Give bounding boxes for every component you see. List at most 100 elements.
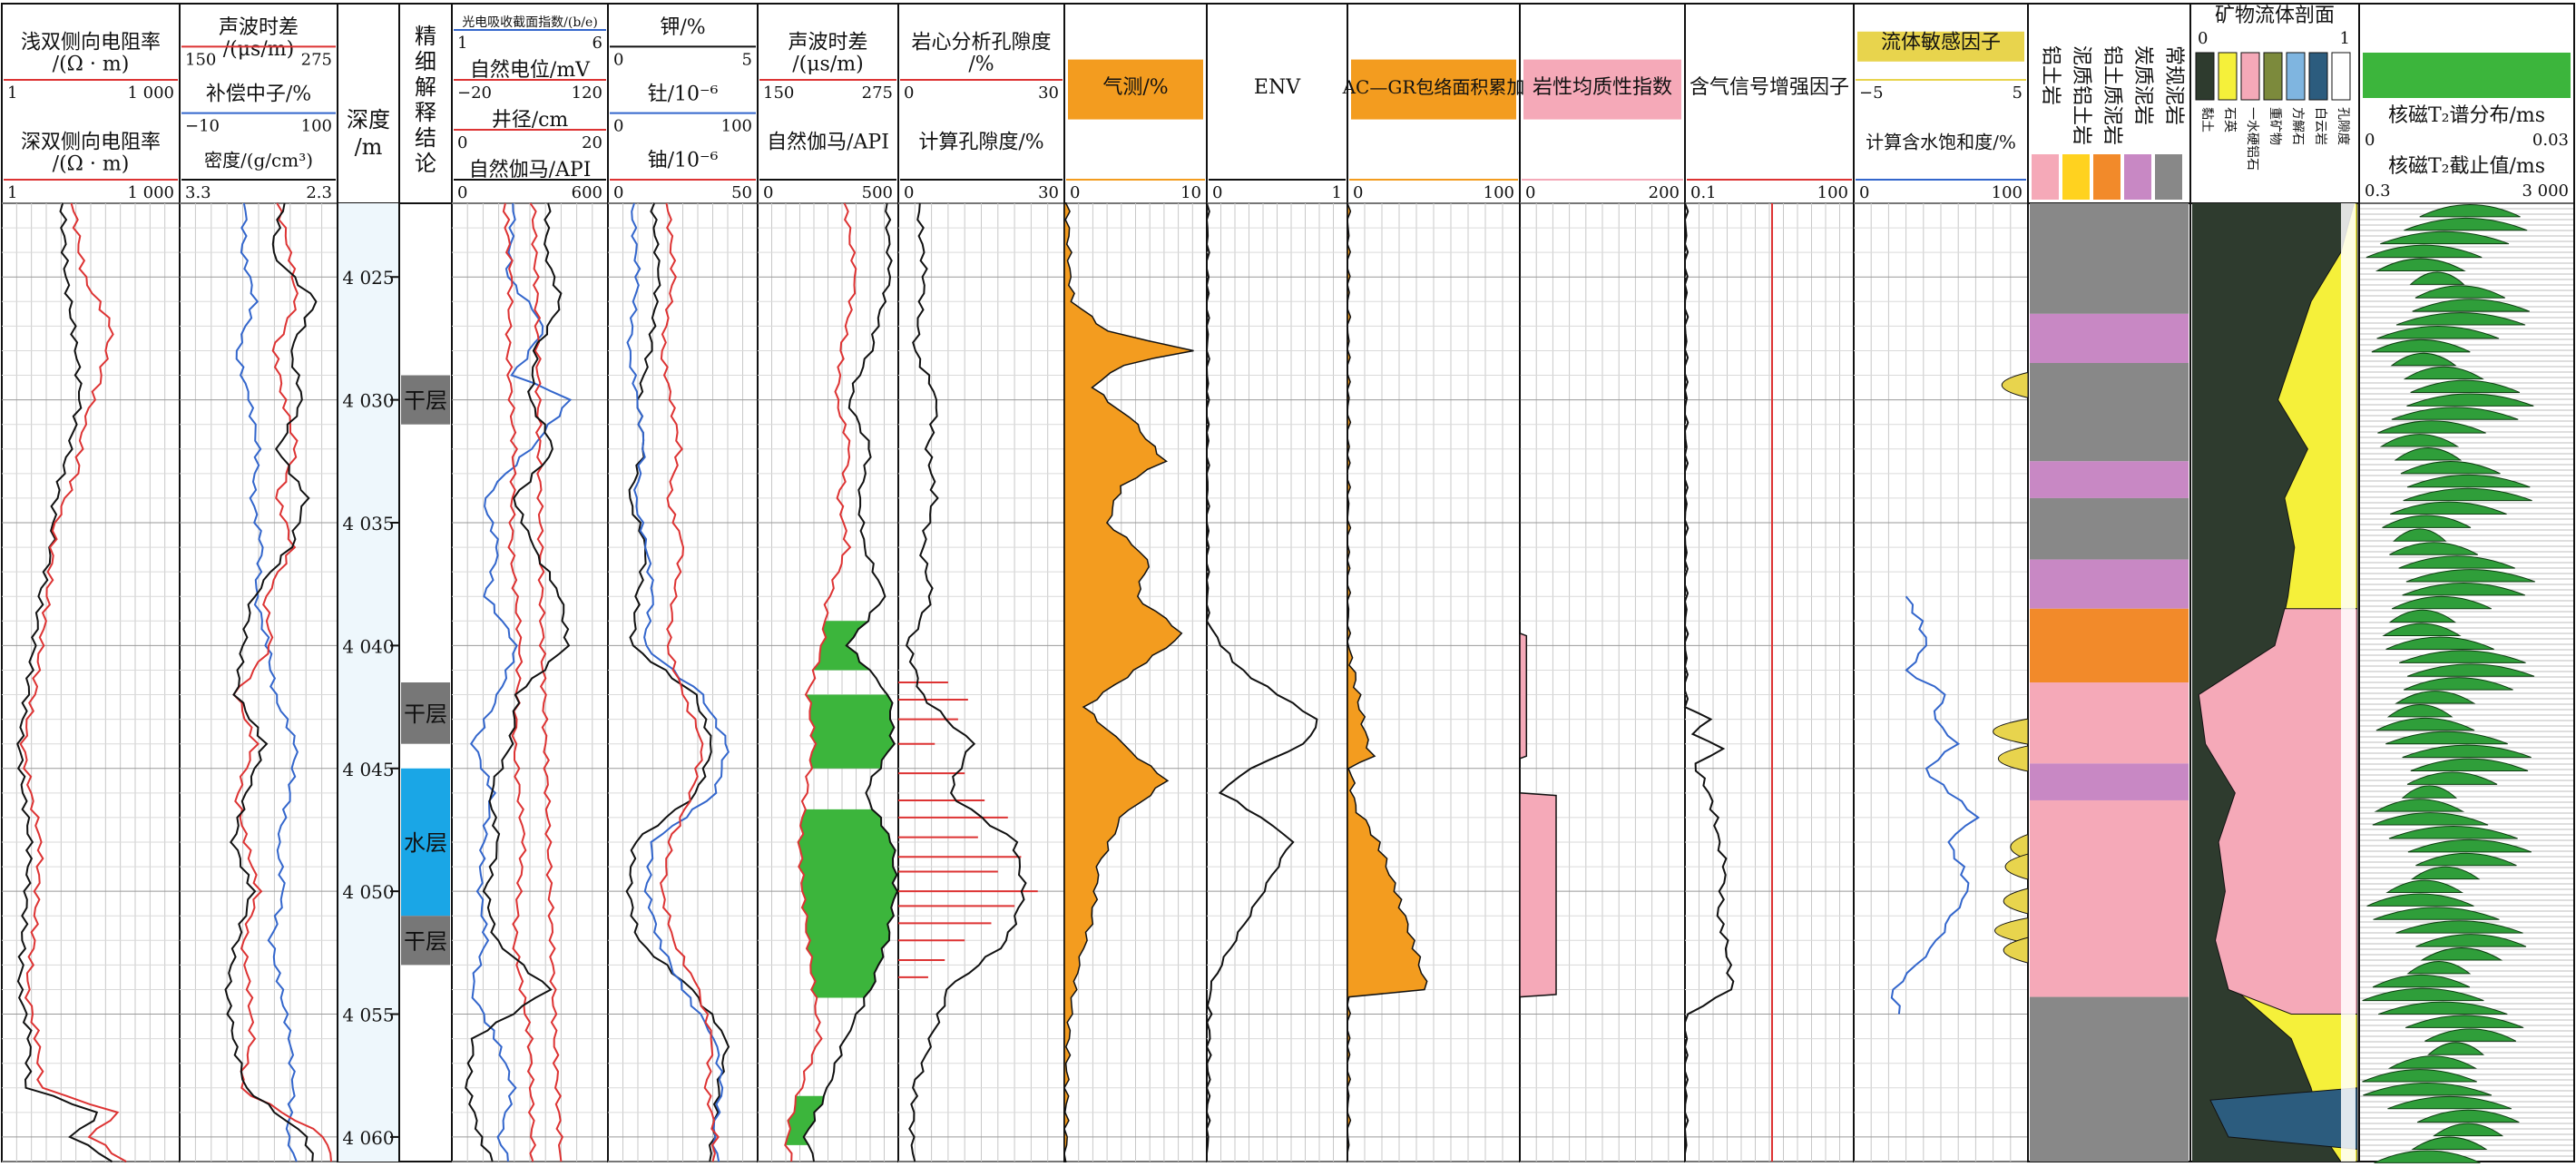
nmr-spectrum-peak [2424, 1028, 2517, 1042]
por-curve-0 [905, 202, 1027, 1162]
nmr-spectrum-peak [2379, 434, 2460, 447]
nmr-spectrum-peak [2377, 420, 2486, 434]
gas-header-label: 气测/% [1102, 76, 1168, 99]
lithology-legend-label: 泥质铝土岩 [2070, 45, 2092, 145]
son-header-min: 150 [185, 50, 216, 69]
pe-header-max: 6 [593, 34, 602, 53]
nmr-spectrum-peak [2419, 204, 2521, 218]
por-header-label: 岩心分析孔隙度 [911, 32, 1051, 54]
k-header-max: 100 [721, 117, 752, 136]
pe-header-max: 120 [572, 83, 602, 103]
pe-curve-3 [465, 202, 571, 1162]
k-header-min: 0 [613, 50, 623, 69]
interpretation-header-char: 解 [415, 74, 436, 100]
son-header-label: 密度/(g/cm³) [204, 150, 313, 172]
nmr-spectrum-peak [2388, 609, 2457, 623]
env-header-label: ENV [1254, 76, 1301, 99]
nmr-spectrum-peak [2385, 879, 2463, 894]
nmr-spectrum-peak [2372, 812, 2489, 826]
nmr-spectrum-peak [2401, 785, 2458, 799]
nmr-spectrum-peak [2375, 718, 2475, 731]
mineral-legend-swatch [2263, 52, 2283, 101]
fsf-header-band [1857, 31, 2024, 62]
nmr-spectrum-peak [2388, 826, 2518, 839]
pe-curve-0 [469, 202, 573, 1162]
nmr-spectrum-peak [2411, 1136, 2488, 1150]
mineral-legend-label: 方解石 [2290, 107, 2305, 145]
fsf-header-label: 计算含水饱和度/% [1866, 132, 2016, 153]
k-header-min: 0 [613, 117, 623, 136]
lithology-legend-label: 铝土质泥岩 [2101, 45, 2123, 145]
mineral-profile-title: 矿物流体剖面 [2215, 5, 2335, 27]
nmr-spectrum-peak [2373, 907, 2500, 920]
ac-header-min: 150 [763, 83, 794, 103]
interpretation-zone [401, 916, 450, 966]
lithology-block [2030, 559, 2189, 609]
nmr-cutoff-label: 核磁T₂截止值/ms [2388, 155, 2545, 178]
nmr-spectrum-peak [2406, 961, 2472, 975]
mineral-legend-swatch [2331, 52, 2351, 101]
son-header-max: 100 [301, 117, 332, 136]
fluid-sensitivity-spike [1993, 718, 2029, 745]
k-header-max: 50 [731, 183, 752, 202]
por-header-min: 0 [904, 183, 914, 202]
interpretation-header-char: 精 [415, 24, 436, 49]
interpretation-zone-label: 干层 [404, 928, 447, 954]
pe-header-max: 20 [582, 133, 602, 152]
nmr-spectrum-peak [2409, 271, 2465, 285]
nmr-spectrum-peak [2402, 744, 2532, 759]
nmr-spectrum-peak [2403, 677, 2513, 691]
fsf-header-max: 100 [1992, 183, 2023, 202]
depth-tick-label: 4 030 [342, 390, 394, 412]
nmr-spectrum-peak [2387, 1055, 2477, 1069]
nmr-spectrum-peak [2407, 838, 2532, 853]
mineral-legend-label: 孔隙度 [2336, 107, 2350, 145]
lhi-header-max: 200 [1649, 183, 1680, 202]
k-curve-2 [660, 202, 720, 1162]
nmr-spectrum-peak [2410, 758, 2529, 771]
env-header-min: 0 [1212, 183, 1222, 202]
son-header-min: 3.3 [185, 183, 211, 202]
fluid-sensitivity-spike [2001, 371, 2029, 399]
nmr-spectrum-peak [2402, 582, 2525, 596]
fluid-sensitivity-spike [2004, 853, 2029, 880]
lithology-legend-label: 炭质泥岩 [2131, 45, 2154, 125]
fsf-curve-0 [1890, 595, 1981, 1015]
nmr-spectrum-peak [2398, 555, 2515, 569]
nmr-spectrum-peak [2375, 258, 2466, 271]
res-header-min: 1 [7, 83, 17, 103]
nmr-spectrum-peak [2405, 569, 2535, 583]
fluid-sensitivity-spike [1997, 745, 2029, 772]
lhi-header-min: 0 [1525, 183, 1535, 202]
lithology-block [2030, 996, 2189, 1162]
depth-axis-unit: /m [355, 134, 383, 160]
son-curve-2 [224, 202, 318, 1162]
depth-tick-label: 4 045 [342, 759, 394, 780]
mineral-porosity-strip [2341, 203, 2356, 1162]
nmr-spectrum-peak [2415, 934, 2527, 947]
son-header-label: 补偿中子/% [206, 83, 311, 105]
nmr-header-band [2363, 53, 2571, 98]
nmr-spectrum-peak [2374, 799, 2465, 812]
nmr-spectrum-peak [2406, 393, 2534, 407]
por-header-max: 30 [1038, 83, 1059, 103]
nmr-spectrum-peak [2391, 407, 2519, 420]
nmr-spectrum-peak [2395, 312, 2526, 326]
gas-header-band [1068, 59, 1203, 120]
nmr-spectrum-peak [2378, 1001, 2508, 1015]
nmr-spectrum-peak [2363, 1083, 2493, 1096]
pe-curve-2 [502, 202, 537, 1162]
nmr-spectrum-peak [2390, 501, 2507, 515]
acgr-header-band [1351, 59, 1516, 120]
nmr-spectrum-peak [2362, 1069, 2477, 1083]
son-header-max: 2.3 [306, 183, 332, 202]
k-header-max: 5 [742, 50, 752, 69]
nmr-spectrum-peak [2376, 326, 2500, 339]
ac-header-label: /(μs/m) [792, 54, 863, 76]
nmr-spectrum-peak [2407, 663, 2535, 677]
depth-tick-label: 4 060 [342, 1127, 394, 1149]
nmr-spectrum-peak [2433, 1123, 2504, 1137]
interpretation-zone-label: 水层 [404, 830, 447, 856]
ac-gr-green-fill [798, 809, 897, 998]
depth-tick-label: 4 035 [342, 513, 394, 534]
